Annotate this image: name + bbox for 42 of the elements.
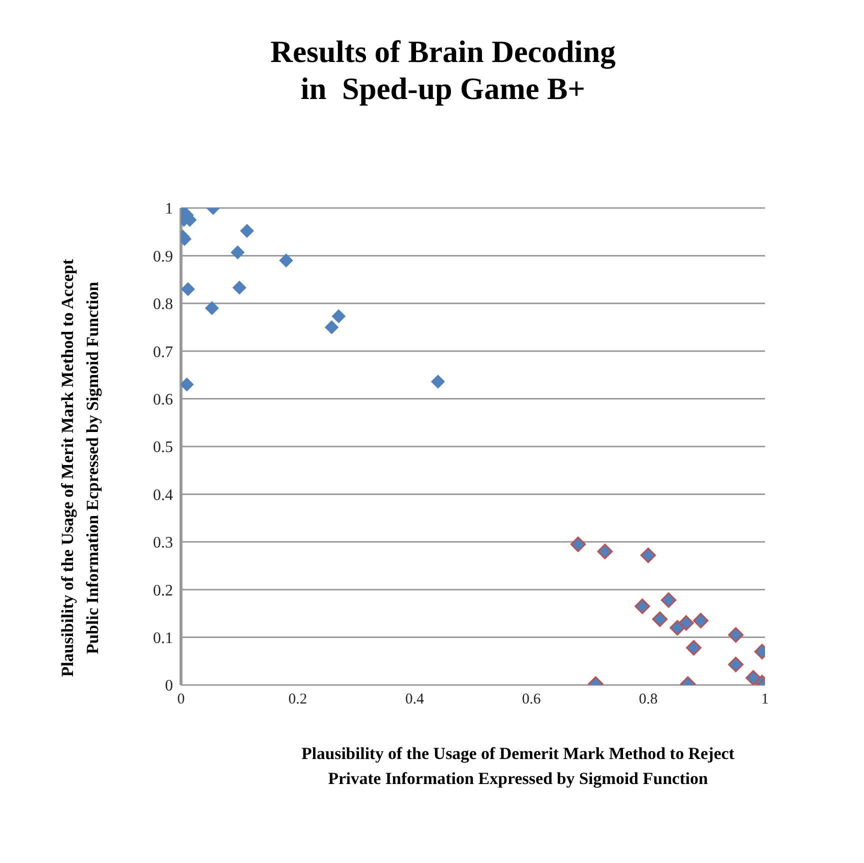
y-tick-label: 1 bbox=[165, 200, 173, 218]
y-tick-label: 0.2 bbox=[153, 582, 173, 600]
y-tick-label: 0.1 bbox=[153, 630, 173, 647]
point bbox=[597, 544, 613, 560]
point bbox=[324, 320, 339, 334]
x-tick-label: 0.2 bbox=[288, 692, 308, 708]
point bbox=[430, 374, 445, 389]
point bbox=[670, 620, 686, 636]
y-tick-label: 0.9 bbox=[153, 248, 173, 266]
point bbox=[728, 656, 744, 672]
y-axis-title: Plausibility of the Usage of Merit Mark Method to Accept Public Information Ecpressed by Sigmoid Function bbox=[57, 258, 103, 679]
point bbox=[693, 612, 709, 628]
y-tick-label: 0 bbox=[165, 678, 173, 695]
x-tick-label: 0.8 bbox=[638, 692, 658, 708]
y-tick-label: 0.6 bbox=[153, 391, 173, 408]
point bbox=[652, 611, 668, 627]
point bbox=[279, 253, 294, 268]
y-tick-label: 0.3 bbox=[153, 534, 173, 552]
point bbox=[728, 627, 744, 643]
point bbox=[232, 280, 246, 295]
point bbox=[230, 245, 245, 260]
point bbox=[181, 377, 194, 392]
point bbox=[660, 592, 676, 608]
point bbox=[686, 640, 702, 656]
x-tick-label: 1 bbox=[761, 692, 769, 708]
y-tick-label: 0.5 bbox=[153, 439, 173, 456]
chart-title: Results of Brain Decoding in Sped-up Game B+ bbox=[269, 33, 617, 107]
x-tick-label: 0 bbox=[177, 692, 185, 708]
point bbox=[204, 301, 219, 316]
point bbox=[240, 224, 254, 238]
point bbox=[746, 670, 762, 685]
point bbox=[332, 309, 346, 324]
y-tick-label: 0.8 bbox=[153, 296, 173, 314]
y-tick-label: 0.4 bbox=[153, 486, 173, 504]
x-tick-label: 0.4 bbox=[405, 692, 424, 708]
y-tick-label: 0.7 bbox=[153, 344, 173, 361]
point bbox=[181, 282, 196, 296]
x-tick-label: 0.6 bbox=[522, 692, 542, 708]
point bbox=[640, 548, 656, 564]
point bbox=[634, 598, 650, 614]
point bbox=[570, 536, 586, 552]
x-axis-title: Plausibility of the Usage of Demerit Mark Method to Reject Private Information Expressed by Sigmoid Function bbox=[300, 743, 736, 790]
